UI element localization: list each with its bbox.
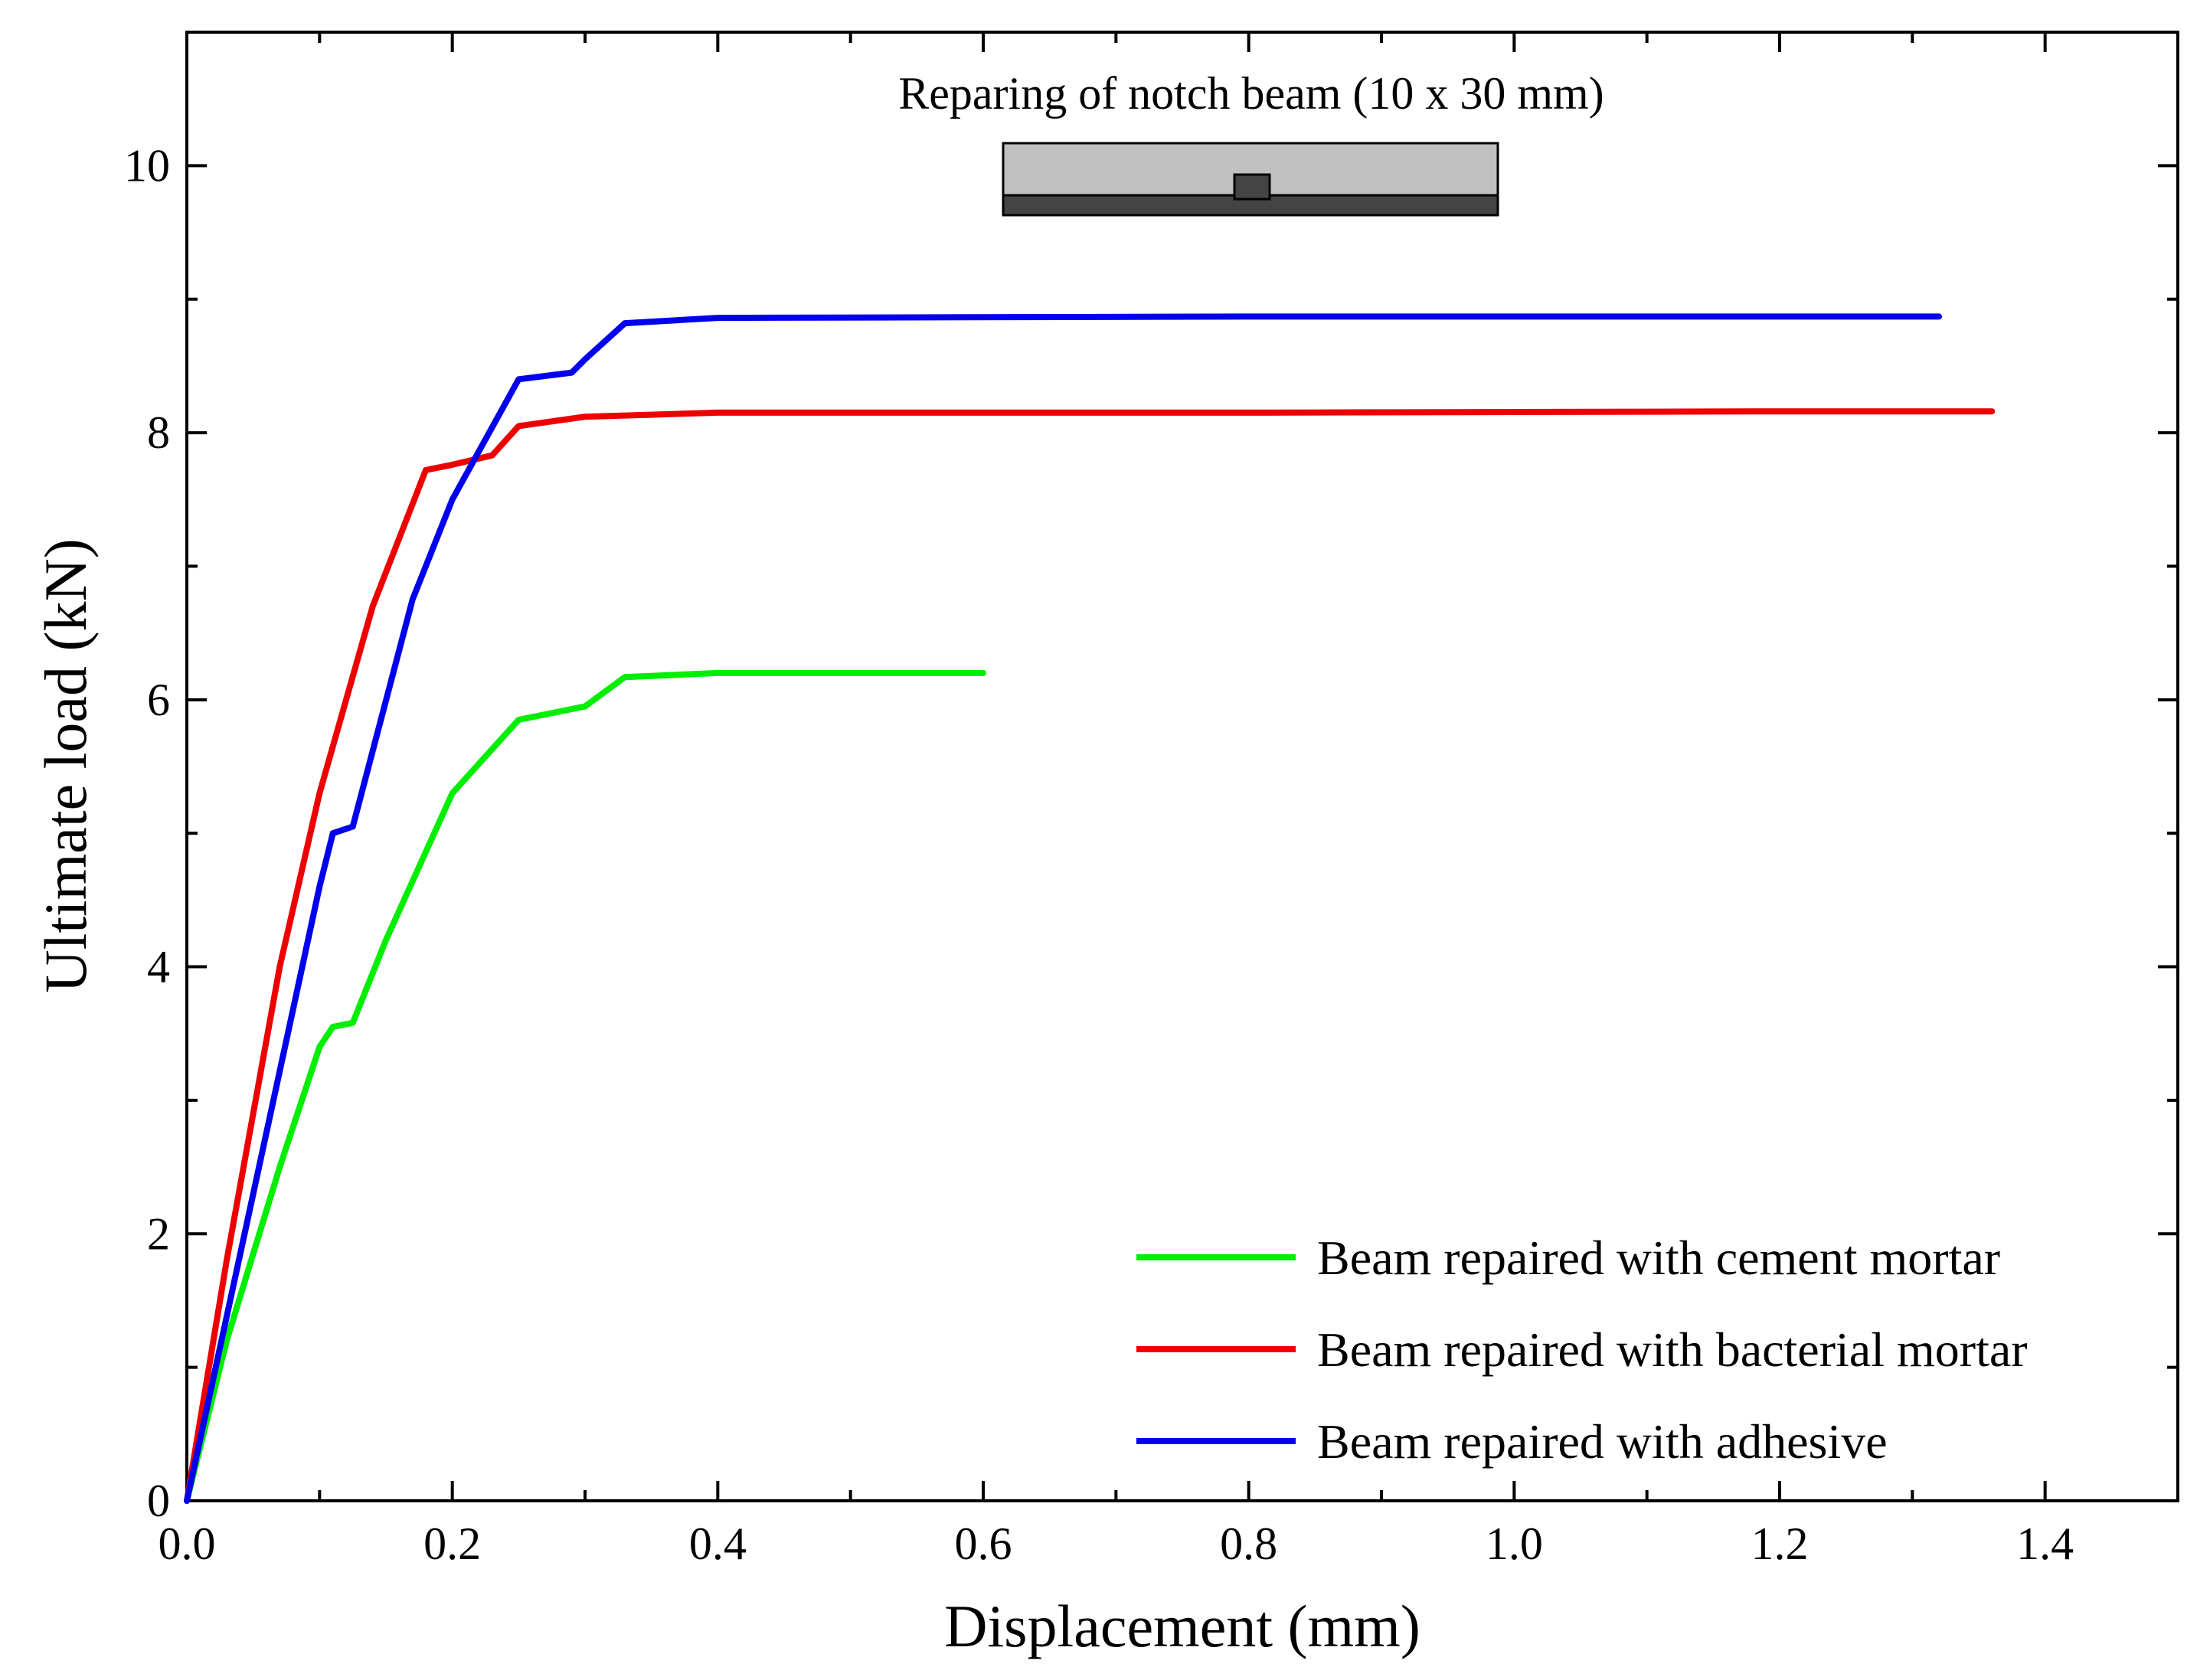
legend-item-bacterial: Beam repaired with bacterial mortar	[1136, 1322, 2028, 1377]
x-axis-title: Displacement (mm)	[944, 1593, 1420, 1659]
x-tick-label: 1.2	[1751, 1518, 1809, 1569]
x-tick-label: 0.2	[423, 1518, 481, 1569]
inset-title: Reparing of notch beam (10 x 30 mm)	[898, 68, 1604, 119]
x-axis-ticks: 0.0 0.2 0.4 0.6 0.8 1.0 1.2 1.4	[159, 32, 2179, 1569]
legend-label-adhesive: Beam repaired with adhesive	[1317, 1414, 1888, 1469]
y-tick-label: 10	[124, 140, 170, 191]
legend-label-cement: Beam repaired with cement mortar	[1317, 1231, 2000, 1285]
series-line-2	[184, 313, 1942, 1504]
y-tick-label: 2	[147, 1208, 170, 1259]
y-tick-label: 0	[147, 1476, 170, 1526]
inset-beam-diagram: Reparing of notch beam (10 x 30 mm)	[898, 68, 1604, 217]
x-tick-label: 0.4	[689, 1518, 747, 1569]
legend: Beam repaired with cement mortar Beam re…	[1136, 1231, 2028, 1469]
series-line-0	[184, 669, 986, 1504]
beam-notch	[1233, 173, 1271, 201]
legend-item-adhesive: Beam repaired with adhesive	[1136, 1414, 1888, 1469]
series-layer	[184, 313, 1996, 1504]
x-tick-label: 1.4	[2016, 1518, 2074, 1569]
y-axis-ticks: 0 2 4 6 8 10	[124, 140, 2178, 1526]
y-tick-label: 8	[147, 407, 170, 458]
x-tick-label: 0.0	[159, 1518, 216, 1569]
legend-label-bacterial: Beam repaired with bacterial mortar	[1317, 1322, 2028, 1377]
y-tick-label: 4	[147, 942, 170, 992]
x-tick-label: 0.8	[1220, 1518, 1277, 1569]
x-tick-label: 1.0	[1486, 1518, 1543, 1569]
y-tick-label: 6	[147, 675, 170, 725]
y-axis-title: Ultimate load (kN)	[32, 538, 99, 993]
legend-item-cement: Beam repaired with cement mortar	[1136, 1231, 2000, 1285]
plot-area-frame	[185, 31, 2179, 1502]
x-tick-label: 0.6	[955, 1518, 1012, 1569]
